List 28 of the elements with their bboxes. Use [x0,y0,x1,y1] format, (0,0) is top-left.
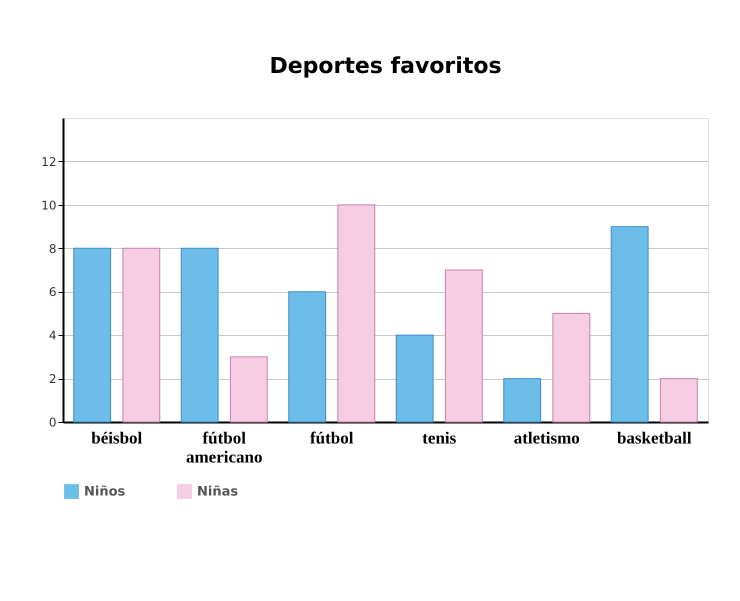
bar [660,378,698,422]
bar [288,291,326,422]
bar [552,312,590,422]
bar [503,378,542,422]
legend-label: Niñas [197,484,238,500]
y-tick-label: 12 [41,154,56,169]
bar [122,248,160,422]
y-tick-label: 4 [48,328,56,343]
x-tick-label: béisbol [91,428,143,448]
chart-title: Deportes favoritos [269,54,502,79]
y-tick-label: 8 [48,242,56,256]
x-tick-label: atletismo [514,428,580,448]
bar [230,356,268,422]
bar [610,226,649,422]
y-tick-label: 6 [48,285,56,300]
bar [396,334,434,422]
y-tick-label: 2 [48,372,56,386]
bar [337,204,376,422]
x-tick-label: fútbol [310,428,354,448]
x-tick-label: fútbol americano [186,428,262,466]
x-tick-label: basketball [616,428,692,448]
legend-label: Niños [84,484,126,500]
bar [180,248,219,422]
bar [73,248,112,422]
y-tick-label: 10 [41,198,56,212]
x-tick-label: tenis [422,428,457,448]
y-tick-label: 0 [48,416,56,430]
bar [444,270,483,422]
